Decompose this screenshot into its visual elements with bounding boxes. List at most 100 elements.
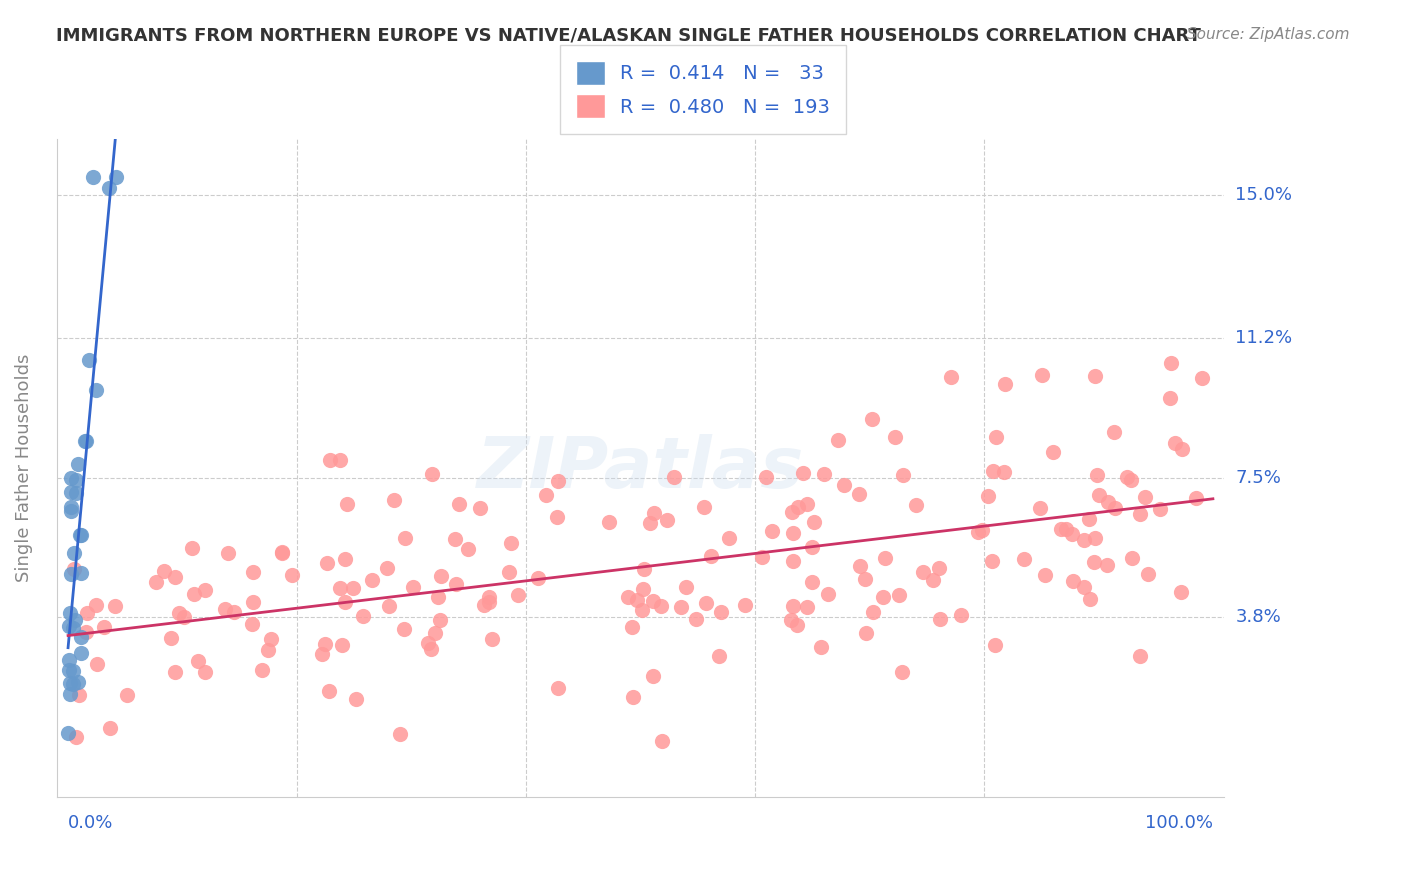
Point xyxy=(84,598,107,612)
Point xyxy=(75,434,97,448)
Point xyxy=(695,596,717,610)
Point xyxy=(1115,469,1137,483)
Point xyxy=(1164,436,1187,450)
Point xyxy=(335,551,357,566)
Point xyxy=(1170,585,1192,599)
Point xyxy=(527,571,550,585)
Point xyxy=(1159,392,1181,406)
Point xyxy=(848,487,870,501)
Point xyxy=(1014,552,1036,566)
Point xyxy=(633,562,655,576)
Point xyxy=(1136,567,1159,582)
Point xyxy=(194,665,217,679)
Point xyxy=(65,473,87,487)
Point xyxy=(165,665,187,679)
Point xyxy=(329,453,352,467)
Point xyxy=(981,554,1004,568)
Point xyxy=(860,412,883,426)
Point xyxy=(675,580,697,594)
Point xyxy=(67,688,90,702)
Point xyxy=(626,592,648,607)
Point xyxy=(65,486,87,500)
Point xyxy=(710,605,733,619)
Point xyxy=(443,532,465,546)
Point xyxy=(65,731,87,745)
Point xyxy=(60,500,83,515)
Point xyxy=(58,726,80,740)
Point xyxy=(62,677,84,691)
Point xyxy=(1088,488,1111,502)
Point xyxy=(598,515,620,529)
Point xyxy=(1078,512,1101,526)
Point xyxy=(832,478,855,492)
Point xyxy=(498,566,520,580)
Point xyxy=(890,665,912,679)
Point xyxy=(472,598,495,612)
Point xyxy=(981,465,1004,479)
Point xyxy=(984,430,1007,444)
Point xyxy=(378,599,401,613)
Point xyxy=(1129,507,1152,521)
Point xyxy=(330,638,353,652)
Point xyxy=(63,613,86,627)
Point xyxy=(849,559,872,574)
Point xyxy=(1171,442,1194,457)
Text: 15.0%: 15.0% xyxy=(1236,186,1292,204)
Point xyxy=(1049,522,1071,536)
Point xyxy=(1054,522,1077,536)
Point xyxy=(891,467,914,482)
Point xyxy=(59,606,82,620)
Point xyxy=(280,567,302,582)
Point xyxy=(70,646,93,660)
Point xyxy=(429,569,451,583)
Point xyxy=(664,470,686,484)
Point xyxy=(641,594,664,608)
Point xyxy=(734,598,756,612)
Point xyxy=(671,600,693,615)
Point xyxy=(1073,580,1095,594)
Point xyxy=(643,506,665,520)
Point xyxy=(929,612,952,626)
Point xyxy=(69,566,91,581)
Point xyxy=(862,605,884,619)
Point xyxy=(318,684,340,698)
Point xyxy=(329,581,352,595)
Point xyxy=(499,536,522,550)
Point xyxy=(977,489,1000,503)
Text: Source: ZipAtlas.com: Source: ZipAtlas.com xyxy=(1187,27,1350,42)
Point xyxy=(59,675,82,690)
Point xyxy=(546,510,568,524)
Point xyxy=(949,608,972,623)
Point xyxy=(352,609,374,624)
Text: 100.0%: 100.0% xyxy=(1144,814,1213,831)
Point xyxy=(782,599,804,613)
Point xyxy=(425,626,447,640)
Point xyxy=(1185,491,1208,505)
Point xyxy=(429,614,451,628)
Point xyxy=(1031,368,1053,383)
Point xyxy=(547,474,569,488)
Point xyxy=(1084,532,1107,546)
Point xyxy=(60,470,83,484)
Point xyxy=(1121,550,1143,565)
Point xyxy=(855,626,877,640)
Point xyxy=(401,580,423,594)
Point xyxy=(242,565,264,579)
Point xyxy=(617,590,640,604)
Point xyxy=(375,560,398,574)
Text: 3.8%: 3.8% xyxy=(1236,607,1281,625)
Point xyxy=(63,545,86,559)
Point xyxy=(853,573,876,587)
Point xyxy=(468,501,491,516)
Point xyxy=(447,497,470,511)
Point xyxy=(73,434,96,449)
Point xyxy=(86,657,108,672)
Point xyxy=(506,588,529,602)
Point xyxy=(1078,592,1101,607)
Point xyxy=(1033,568,1056,582)
Point xyxy=(104,599,127,613)
Point xyxy=(1104,501,1126,516)
Point xyxy=(873,550,896,565)
Point xyxy=(779,613,801,627)
Point xyxy=(180,541,202,555)
